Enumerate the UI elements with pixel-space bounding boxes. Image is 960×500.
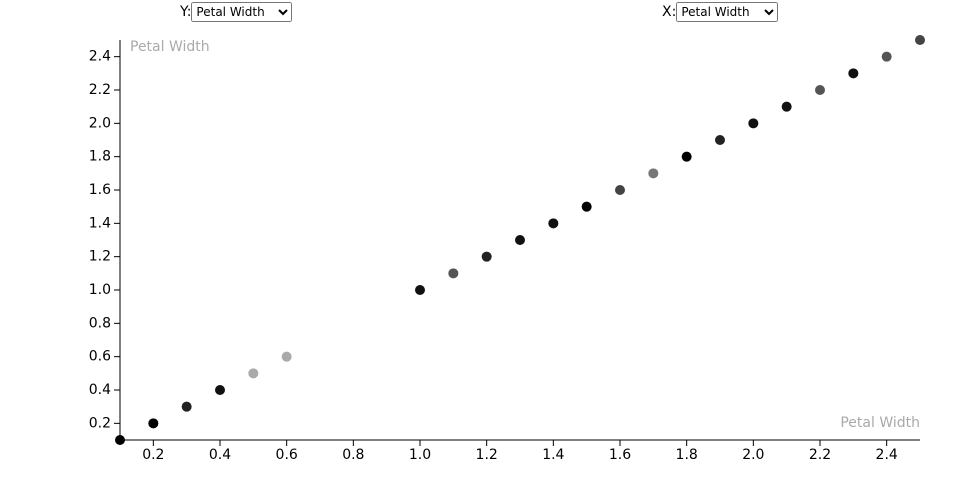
- x-tick-label: 0.2: [142, 447, 164, 463]
- y-tick-label: 0.4: [89, 382, 111, 398]
- y-select[interactable]: Petal Width: [191, 2, 293, 22]
- point: [515, 235, 525, 245]
- y-tick-label: 2.2: [89, 82, 111, 98]
- point: [481, 251, 492, 262]
- y-control: Y: Petal Width: [180, 2, 293, 22]
- point: [181, 401, 192, 412]
- y-tick-label: 1.8: [89, 149, 111, 165]
- point: [648, 168, 659, 179]
- x-axis-title: Petal Width: [840, 415, 920, 431]
- x-control: X: Petal Width: [662, 2, 779, 22]
- point: [781, 101, 792, 112]
- point: [248, 368, 259, 379]
- point: [848, 68, 859, 79]
- y-tick-label: 1.0: [89, 282, 111, 298]
- x-tick-label: 1.4: [542, 447, 564, 463]
- point: [281, 351, 292, 362]
- x-select[interactable]: Petal Width: [676, 2, 779, 22]
- y-tick-label: 0.8: [89, 315, 111, 331]
- x-tick-label: 2.0: [742, 447, 764, 463]
- point: [715, 135, 725, 145]
- x-tick-label: 1.0: [409, 447, 431, 463]
- point: [815, 85, 825, 95]
- y-axis-title: Petal Width: [130, 39, 210, 55]
- y-tick-label: 2.0: [89, 115, 111, 131]
- y-control-label: Y:: [180, 4, 192, 20]
- y-tick-label: 1.6: [89, 182, 111, 198]
- x-tick-label: 1.6: [609, 447, 631, 463]
- point: [681, 151, 692, 162]
- x-tick-label: 0.4: [209, 447, 231, 463]
- point: [581, 201, 592, 212]
- point: [415, 285, 425, 295]
- point: [548, 218, 559, 229]
- point: [115, 435, 125, 445]
- y-tick-label: 0.2: [89, 415, 111, 431]
- y-tick-label: 2.4: [89, 49, 111, 65]
- y-tick-label: 0.6: [89, 349, 111, 365]
- point: [215, 385, 225, 395]
- x-tick-label: 2.4: [876, 447, 898, 463]
- x-tick-label: 1.8: [676, 447, 698, 463]
- x-tick-label: 0.8: [342, 447, 364, 463]
- x-tick-label: 0.6: [276, 447, 298, 463]
- point: [448, 268, 459, 279]
- y-tick-label: 1.4: [89, 215, 111, 231]
- point: [748, 118, 759, 129]
- point: [915, 35, 925, 45]
- y-tick-label: 1.2: [89, 249, 111, 265]
- x-control-label: X:: [662, 4, 677, 20]
- point: [615, 185, 625, 195]
- x-tick-label: 2.2: [809, 447, 831, 463]
- point: [881, 51, 892, 62]
- x-tick-label: 1.2: [476, 447, 498, 463]
- point: [148, 418, 159, 429]
